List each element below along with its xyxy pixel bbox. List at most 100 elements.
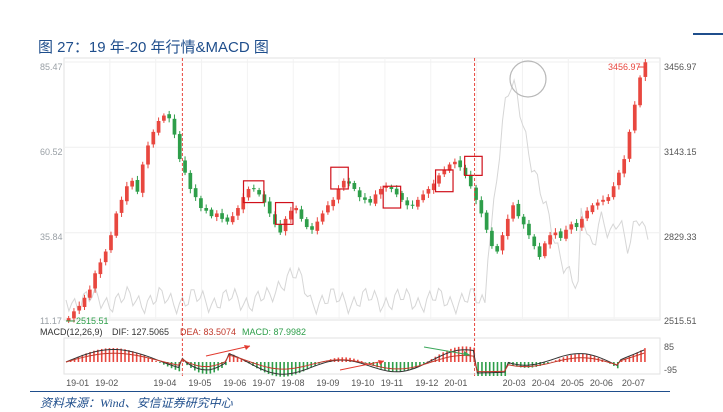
candle-body — [283, 218, 288, 232]
green-arrow — [423, 346, 471, 356]
candle-body — [294, 208, 299, 211]
candle-body — [479, 200, 484, 214]
x-axis-tick: 19-12 — [415, 378, 438, 388]
candle-body — [214, 213, 219, 217]
min-price-label: 2515.51 — [76, 316, 109, 326]
candle-body — [135, 180, 140, 192]
candle-body — [468, 174, 473, 187]
candle-body — [511, 205, 515, 219]
macd-bar — [209, 362, 212, 374]
macd-bar — [116, 348, 119, 362]
macd-bar — [93, 350, 95, 362]
candle-body — [564, 229, 568, 239]
candle-body — [521, 216, 526, 225]
macd-bar — [395, 362, 398, 372]
macd-bar — [539, 362, 541, 366]
macd-title: MACD(12,26,9) — [40, 327, 103, 337]
macd-bar — [182, 359, 184, 362]
x-axis-tick: 19-07 — [252, 378, 275, 388]
candle-body — [341, 180, 346, 188]
red-arrow — [339, 360, 385, 371]
macd-bar — [256, 362, 258, 369]
macd-bar — [632, 354, 635, 362]
candle-body — [585, 210, 590, 219]
macd-bar — [151, 359, 153, 362]
highlight-box — [242, 180, 265, 204]
macd-bar — [422, 362, 425, 364]
figure-title: 图 27：19 年-20 年行情&MACD 图 — [38, 39, 269, 56]
candle-body — [156, 120, 161, 133]
candle-body — [257, 190, 261, 195]
candle-body — [463, 167, 468, 176]
x-axis-tick: 20-05 — [561, 378, 584, 388]
macd-bar — [163, 362, 165, 365]
candle-body — [606, 197, 611, 201]
candle-body — [146, 145, 150, 165]
highlight-box — [434, 169, 454, 193]
candle-body — [548, 235, 552, 245]
macd-bar — [205, 362, 208, 374]
red-arrow-head — [244, 345, 250, 350]
candle-body — [617, 172, 621, 186]
macd-bar — [376, 362, 378, 368]
candle-body — [580, 218, 584, 228]
highlight-boxes — [242, 155, 483, 225]
candle-body — [267, 201, 272, 214]
candle-body — [410, 204, 415, 206]
candle-body — [315, 221, 320, 231]
green-arrow-head — [464, 351, 470, 356]
macd-bar — [624, 358, 627, 362]
macd-bar — [267, 362, 270, 375]
candle-body — [474, 187, 478, 200]
macd-bar — [124, 349, 126, 362]
candle-body — [103, 251, 108, 263]
candle-body — [627, 131, 632, 159]
x-axis-tick: 20-06 — [590, 378, 613, 388]
macd-bar — [112, 348, 115, 362]
candle-body — [98, 262, 103, 275]
candle-body — [643, 62, 648, 77]
candle-body — [77, 305, 82, 311]
macd-bar — [442, 352, 444, 362]
macd-bar — [100, 348, 103, 362]
macd-bar — [174, 362, 177, 370]
macd-bar — [644, 348, 646, 362]
macd-bar — [128, 350, 130, 362]
macd-bar — [368, 362, 371, 365]
x-axis-tick: 20-01 — [444, 378, 467, 388]
price-panel-frame — [63, 57, 661, 321]
header-rule — [693, 33, 723, 35]
candle-body — [119, 199, 124, 213]
candle-body — [183, 160, 187, 173]
candle-body — [66, 318, 71, 321]
candle-body — [326, 205, 330, 213]
macd-bar — [481, 362, 483, 376]
candle-body — [93, 273, 97, 289]
candle-body — [574, 222, 579, 228]
right-axis-tick: 3456.97 — [664, 62, 697, 72]
candle-body — [378, 188, 383, 195]
macd-bar — [85, 353, 87, 362]
macd-bar — [244, 361, 247, 362]
candle-body — [542, 243, 547, 257]
macd-bar — [197, 362, 200, 373]
macd-bar — [236, 356, 239, 362]
candle-body — [241, 197, 246, 210]
macd-bar — [407, 362, 410, 371]
candle-body — [632, 104, 637, 131]
macd-bar — [159, 362, 161, 363]
x-axis-tick: 20-03 — [503, 378, 526, 388]
candle-body — [384, 186, 388, 188]
x-axis-tick: 19-01 — [66, 378, 89, 388]
macd-bar — [419, 362, 421, 366]
macd-bar — [411, 362, 413, 370]
macd-bar — [477, 362, 479, 376]
trend-arrows — [205, 345, 471, 371]
x-axis-tick: 19-09 — [316, 378, 339, 388]
macd-bar — [492, 362, 495, 376]
right-axis-tick: 2829.33 — [664, 232, 697, 242]
background-series — [65, 78, 649, 316]
macd-bar — [240, 358, 243, 362]
macd-bar — [640, 350, 642, 362]
macd-bar — [147, 357, 150, 362]
